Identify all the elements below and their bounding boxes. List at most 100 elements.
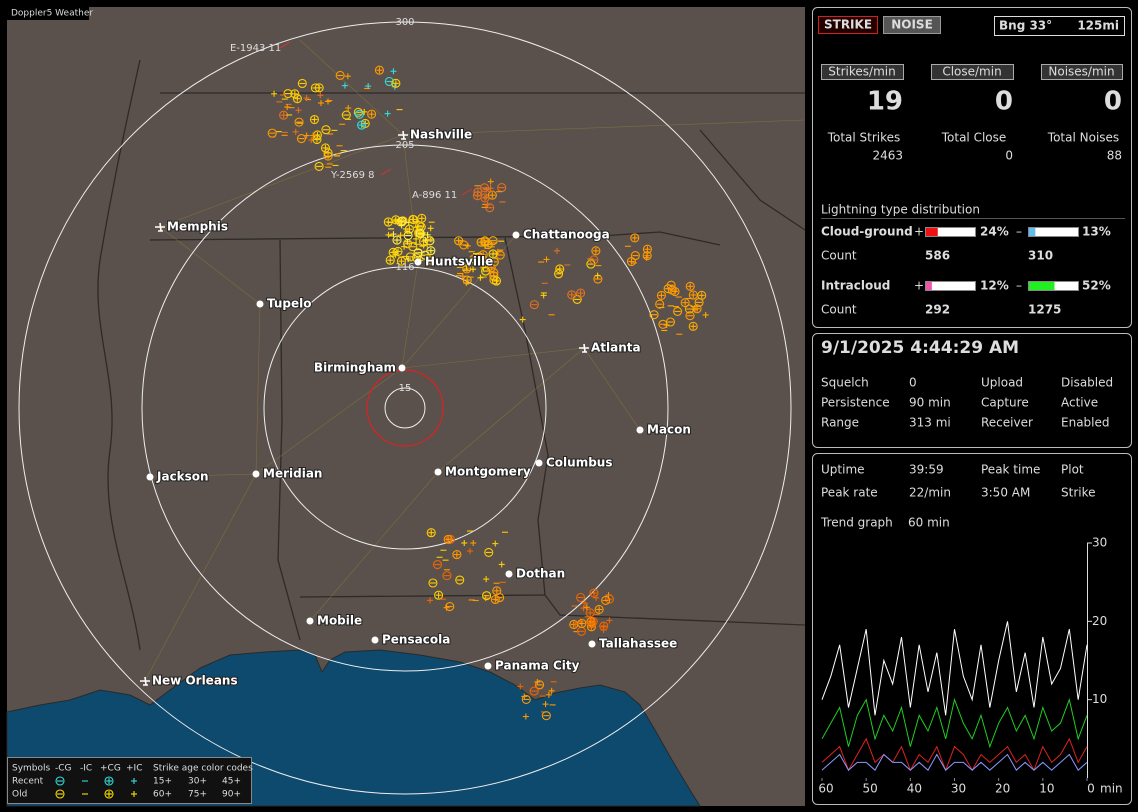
strike-symbol: [452, 550, 462, 560]
strike-symbol: [521, 693, 528, 700]
strike-part: [292, 94, 302, 104]
strike-part: [521, 694, 531, 704]
setting: 0: [909, 376, 917, 390]
strike-symbol: [542, 701, 549, 708]
border: [277, 239, 301, 641]
strike-symbol: [492, 540, 499, 547]
strike-symbol: [589, 588, 599, 598]
strike-symbol: [470, 266, 477, 273]
strike-symbol: [495, 250, 505, 260]
legend-row: Recent: [12, 777, 44, 787]
strike-symbol: [555, 264, 565, 274]
strike-part: [642, 244, 652, 254]
strike-symbol: [424, 241, 431, 248]
strike-symbol: [398, 222, 405, 229]
strike-part: [314, 161, 324, 171]
strike-part: [413, 248, 423, 258]
strike-symbol: [529, 300, 539, 310]
strike-part: [314, 83, 324, 93]
strike-part: [630, 251, 640, 261]
strike-part: [267, 128, 277, 138]
strike-symbol: [463, 263, 470, 270]
trend-stat: Plot: [1061, 463, 1084, 477]
strike-part: [290, 89, 300, 99]
strike-symbol: [482, 591, 492, 601]
city-dot: [306, 617, 314, 625]
strike-button[interactable]: [818, 16, 878, 34]
strike-symbol: [384, 110, 391, 117]
city-label: Birmingham: [314, 361, 396, 375]
strike-part: [443, 534, 453, 544]
city-label: Atlanta: [591, 341, 641, 355]
strike-part: [555, 264, 565, 274]
sign: +: [914, 279, 924, 293]
strike-symbol: [642, 244, 652, 254]
strike-part: [323, 148, 333, 158]
border: [97, 59, 141, 651]
strike-symbol: [519, 316, 526, 323]
strike-part: [694, 297, 704, 307]
range-ring: [141, 144, 669, 672]
strike-symbol: [425, 251, 432, 258]
strike-part: [567, 290, 577, 300]
strike-part: [442, 571, 452, 581]
pct-label: 52%: [1082, 279, 1111, 293]
city-dot: [414, 258, 422, 266]
legend-age: 60+: [153, 790, 172, 800]
strike-symbol: [529, 686, 539, 696]
strike-part: [490, 594, 500, 605]
legend-type: +IC: [126, 764, 142, 774]
strike-symbol: [478, 254, 488, 264]
strike-symbol: [445, 602, 455, 612]
strike-symbol: [427, 597, 434, 604]
setting: Enabled: [1061, 416, 1110, 430]
strike-part: [478, 254, 488, 264]
pct-label: 24%: [980, 225, 1009, 239]
strike-part: [589, 255, 599, 265]
strike-part: [529, 686, 539, 696]
strike-symbol: [428, 578, 438, 588]
city-label: Macon: [647, 423, 691, 437]
strike-part: [296, 134, 306, 144]
rate-value: 0: [995, 87, 1013, 117]
strike-part: [673, 306, 683, 316]
strike-part: [535, 680, 545, 690]
strike-part: [491, 276, 502, 286]
count-value: 292: [925, 303, 950, 317]
strike-symbol: [427, 225, 434, 232]
strike-button-label[interactable]: STRIKE: [824, 18, 872, 32]
strike-symbol: [385, 231, 392, 238]
city-dot: [512, 231, 520, 239]
strike-part: [685, 281, 695, 291]
strike-symbol: [553, 247, 560, 254]
strike-symbol: [576, 592, 586, 603]
strike-symbol: [534, 678, 541, 685]
strike-symbol: [680, 298, 690, 308]
range-ring: [263, 266, 547, 550]
noise-button-label[interactable]: NOISE: [891, 18, 933, 32]
noise-button[interactable]: [883, 16, 941, 34]
strike-part: [576, 288, 586, 298]
status-panel: [812, 7, 1132, 328]
strike-symbol: [434, 590, 444, 600]
strike-symbol: [405, 256, 412, 263]
strike-symbol: [296, 134, 306, 144]
count-label: Count: [821, 303, 857, 317]
strike-symbol: [521, 694, 531, 704]
strike-symbol: [55, 776, 65, 786]
state-borders: [97, 59, 806, 651]
strike-symbol: [554, 269, 564, 279]
strike-symbol: [489, 268, 499, 278]
strike-symbol: [626, 256, 636, 267]
setting: Persistence: [821, 396, 890, 410]
strike-symbol: [600, 626, 607, 633]
strike-symbol: [594, 604, 604, 614]
strike-part: [486, 263, 496, 273]
strike-symbol: [345, 104, 352, 111]
strike-symbol: [486, 263, 496, 273]
strike-part: [472, 191, 482, 201]
title-tab: [7, 5, 89, 20]
strike-symbol: [572, 620, 579, 627]
city-dot: [588, 640, 596, 648]
strike-symbol: [594, 272, 601, 279]
